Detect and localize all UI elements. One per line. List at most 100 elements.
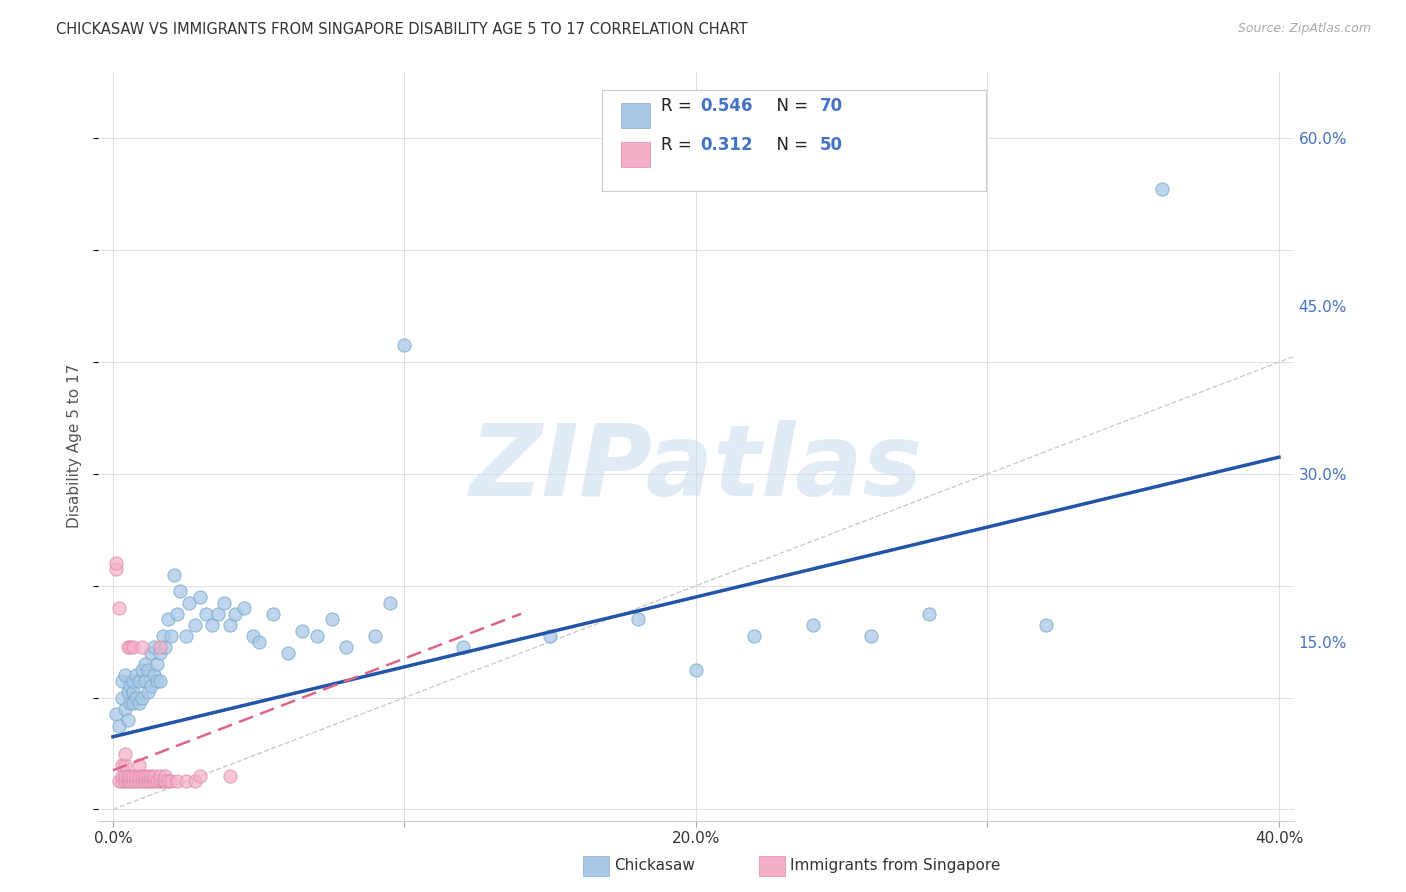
Point xyxy=(139,769,162,783)
Point xyxy=(114,747,136,761)
Point xyxy=(163,567,186,582)
Point xyxy=(160,774,183,789)
Point xyxy=(114,769,136,783)
Text: R =: R = xyxy=(661,97,697,115)
Point xyxy=(108,774,131,789)
Point xyxy=(155,640,177,655)
Point xyxy=(212,596,235,610)
Point xyxy=(104,707,127,722)
Text: CHICKASAW VS IMMIGRANTS FROM SINGAPORE DISABILITY AGE 5 TO 17 CORRELATION CHART: CHICKASAW VS IMMIGRANTS FROM SINGAPORE D… xyxy=(56,22,748,37)
Point xyxy=(120,696,142,710)
Point xyxy=(139,680,162,694)
Point xyxy=(149,774,172,789)
Point xyxy=(131,769,153,783)
Point xyxy=(134,769,156,783)
Point xyxy=(152,774,174,789)
Point xyxy=(685,663,707,677)
Point xyxy=(149,640,172,655)
Y-axis label: Disability Age 5 to 17: Disability Age 5 to 17 xyxy=(67,364,83,528)
Point xyxy=(104,557,127,571)
Point xyxy=(145,673,167,688)
Point xyxy=(117,769,139,783)
Point xyxy=(1035,618,1057,632)
Point xyxy=(742,629,765,643)
Text: 0.546: 0.546 xyxy=(700,97,752,115)
Point xyxy=(134,774,156,789)
Point xyxy=(131,690,153,705)
Point xyxy=(128,774,150,789)
Point xyxy=(155,774,177,789)
Point xyxy=(128,696,150,710)
Point xyxy=(152,629,174,643)
Point xyxy=(155,769,177,783)
Point xyxy=(104,562,127,576)
Point xyxy=(111,769,134,783)
Point xyxy=(538,629,561,643)
Point xyxy=(224,607,246,621)
Point xyxy=(174,774,197,789)
Point xyxy=(134,673,156,688)
Point xyxy=(108,718,131,732)
Point xyxy=(114,774,136,789)
Point xyxy=(145,774,167,789)
Text: N =: N = xyxy=(766,136,814,154)
Point xyxy=(117,685,139,699)
Text: 50: 50 xyxy=(820,136,842,154)
Text: N =: N = xyxy=(766,97,814,115)
Point xyxy=(120,769,142,783)
Point xyxy=(114,757,136,772)
Point xyxy=(111,774,134,789)
Point xyxy=(122,774,145,789)
Point xyxy=(117,713,139,727)
Point xyxy=(166,774,188,789)
Point xyxy=(218,618,240,632)
Point xyxy=(131,774,153,789)
Point xyxy=(195,607,218,621)
Point xyxy=(207,607,229,621)
Point xyxy=(136,663,159,677)
Text: ZIPatlas: ZIPatlas xyxy=(470,420,922,517)
Point xyxy=(108,601,131,615)
Point xyxy=(183,618,205,632)
Point xyxy=(149,769,172,783)
Point xyxy=(305,629,328,643)
Point xyxy=(114,702,136,716)
Point xyxy=(160,629,183,643)
Point xyxy=(125,668,148,682)
Point xyxy=(157,774,180,789)
Point xyxy=(114,668,136,682)
Text: R =: R = xyxy=(661,136,697,154)
Point xyxy=(247,634,270,648)
Point xyxy=(111,673,134,688)
Point xyxy=(111,690,134,705)
Point xyxy=(335,640,357,655)
Point xyxy=(142,769,165,783)
Point xyxy=(183,774,205,789)
Point xyxy=(291,624,314,638)
Point xyxy=(122,696,145,710)
Point xyxy=(190,590,212,604)
Point xyxy=(134,657,156,671)
Point xyxy=(117,774,139,789)
Point xyxy=(378,596,401,610)
Point xyxy=(1152,182,1174,196)
Point xyxy=(801,618,824,632)
Point xyxy=(139,774,162,789)
Point xyxy=(918,607,941,621)
Point xyxy=(394,338,416,352)
Point xyxy=(122,685,145,699)
Point xyxy=(139,646,162,660)
Point xyxy=(125,690,148,705)
Point xyxy=(125,769,148,783)
Point xyxy=(142,640,165,655)
Point xyxy=(136,774,159,789)
Point xyxy=(218,769,240,783)
Point xyxy=(122,640,145,655)
Point xyxy=(859,629,882,643)
Point xyxy=(177,596,200,610)
Point xyxy=(174,629,197,643)
Point xyxy=(321,612,343,626)
Point xyxy=(149,673,172,688)
Point xyxy=(128,757,150,772)
Point xyxy=(262,607,284,621)
